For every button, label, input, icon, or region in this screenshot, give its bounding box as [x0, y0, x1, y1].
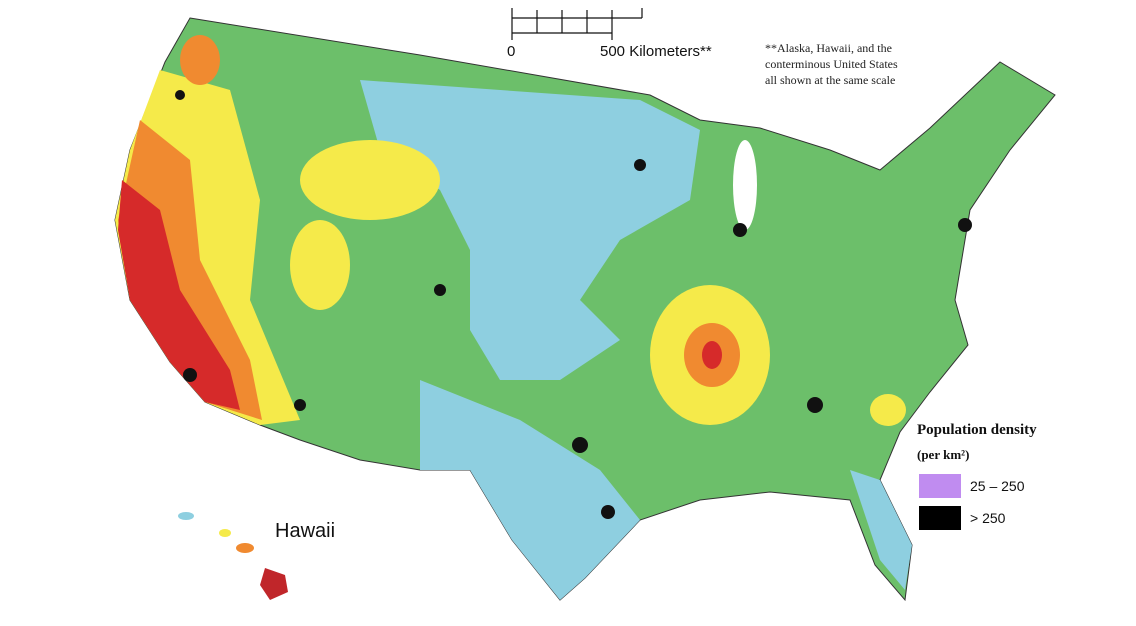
- puget-zone: [180, 35, 220, 85]
- note: **Alaska, Hawaii, and the conterminous U…: [765, 41, 898, 87]
- legend-swatch: [919, 506, 961, 530]
- city: [572, 437, 588, 453]
- legend-label: 25 – 250: [970, 478, 1025, 494]
- island: [219, 529, 231, 537]
- city-dots: [175, 90, 972, 519]
- city: [634, 159, 646, 171]
- hawaii: Hawaii: [178, 512, 335, 600]
- island: [260, 568, 288, 600]
- new-madrid-core: [702, 341, 722, 369]
- yellowstone-zone: [300, 140, 440, 220]
- city: [183, 368, 197, 382]
- inset-label: Hawaii: [275, 520, 335, 542]
- note-line: **Alaska, Hawaii, and the: [765, 41, 892, 55]
- west-coast-high: [118, 120, 262, 420]
- island: [178, 512, 194, 520]
- city: [175, 90, 185, 100]
- city: [294, 399, 306, 411]
- utah-zone: [290, 220, 350, 310]
- west-coast-very-high: [118, 180, 240, 410]
- scale-start: 0: [507, 43, 515, 60]
- low-hazard-southeast: [850, 470, 912, 590]
- low-hazard-gulf: [420, 380, 640, 600]
- city: [807, 397, 823, 413]
- legend-label: > 250: [970, 510, 1006, 526]
- island: [236, 543, 254, 553]
- city: [601, 505, 615, 519]
- legend-unit: (per km²): [917, 447, 969, 462]
- city: [958, 218, 972, 232]
- conterminous-us: [114, 17, 1056, 602]
- note-line: all shown at the same scale: [765, 73, 895, 87]
- city: [733, 223, 747, 237]
- scale-bar: [511, 8, 643, 40]
- legend-title: Population density: [917, 422, 1037, 438]
- low-hazard-plains: [360, 80, 700, 380]
- lake-michigan: [733, 140, 757, 230]
- city: [434, 284, 446, 296]
- legend-swatch: [919, 474, 961, 498]
- charleston-zone: [870, 394, 906, 426]
- legend: Population density (per km²) 25 – 250 > 2…: [917, 422, 1037, 530]
- scale-label: 500 Kilometers**: [600, 43, 712, 60]
- legend-items: 25 – 250 > 250: [919, 474, 1025, 530]
- note-line: conterminous United States: [765, 57, 898, 71]
